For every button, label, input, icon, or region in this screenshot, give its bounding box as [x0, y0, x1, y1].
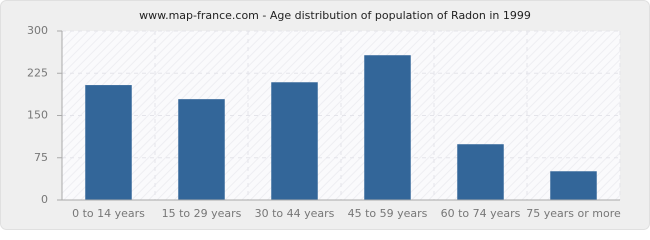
x-tick-label: 30 to 44 years: [255, 207, 335, 220]
chart-title: www.map-france.com - Age distribution of…: [139, 9, 531, 22]
bar: [178, 99, 225, 200]
y-tick-label: 225: [27, 66, 48, 79]
y-tick-label: 150: [27, 109, 48, 122]
y-tick-label: 0: [41, 193, 48, 206]
bar: [457, 144, 504, 200]
x-tick-label: 15 to 29 years: [162, 207, 242, 220]
bar: [271, 82, 318, 200]
x-tick-label: 45 to 59 years: [348, 207, 428, 220]
bar: [85, 85, 132, 200]
bar: [550, 171, 597, 200]
x-tick-label: 0 to 14 years: [72, 207, 145, 220]
x-tick-label: 60 to 74 years: [441, 207, 521, 220]
chart: www.map-france.com - Age distribution of…: [0, 0, 650, 230]
bar: [364, 55, 411, 201]
y-tick-label: 75: [34, 151, 48, 164]
y-tick-label: 300: [27, 24, 48, 37]
x-tick-label: 75 years or more: [526, 207, 621, 220]
